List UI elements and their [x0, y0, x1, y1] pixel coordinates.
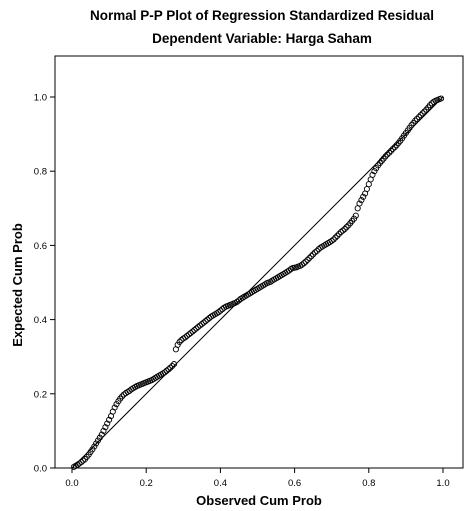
data-point — [196, 322, 204, 329]
data-point — [415, 113, 422, 121]
data-point — [161, 369, 168, 376]
data-point — [200, 319, 207, 326]
data-point — [80, 457, 87, 464]
data-point — [391, 144, 398, 151]
x-tick-label: 0.8 — [362, 478, 375, 489]
data-point — [195, 323, 202, 331]
data-point — [106, 416, 113, 423]
x-tick-label: 1.0 — [436, 478, 449, 489]
data-point — [308, 253, 315, 260]
data-point — [163, 367, 170, 374]
data-point — [176, 338, 183, 345]
data-point — [330, 236, 337, 243]
chart-subtitle: Dependent Variable: Harga Saham — [152, 31, 372, 46]
data-point — [417, 112, 424, 119]
data-point — [182, 334, 189, 341]
y-tick-label: 0.2 — [34, 389, 47, 400]
data-point — [313, 247, 320, 255]
data-point — [193, 325, 200, 332]
data-point — [300, 260, 307, 267]
data-point — [337, 228, 345, 236]
data-point — [202, 318, 209, 325]
data-point — [413, 115, 421, 122]
data-point — [78, 459, 85, 466]
data-point — [104, 420, 111, 427]
data-point — [76, 460, 83, 467]
data-point — [215, 309, 222, 316]
data-point — [191, 326, 198, 334]
y-tick-label: 1.0 — [34, 93, 47, 104]
x-tick-label: 0.2 — [140, 478, 153, 489]
data-point — [185, 331, 192, 338]
data-point — [298, 261, 306, 268]
data-point — [350, 215, 358, 222]
y-axis-label: Expected Cum Prob — [10, 223, 25, 347]
data-point — [100, 427, 107, 434]
reference-line — [71, 96, 444, 469]
data-point — [111, 404, 118, 411]
data-point — [334, 232, 341, 239]
data-point — [352, 212, 359, 219]
y-tick-label: 0.4 — [34, 315, 47, 326]
data-point — [421, 108, 428, 115]
data-point — [93, 440, 100, 447]
data-point — [189, 328, 196, 335]
data-point — [339, 227, 346, 234]
data-point — [169, 362, 176, 370]
data-point — [386, 149, 393, 156]
data-point — [389, 145, 396, 152]
y-tick-label: 0.6 — [34, 241, 47, 252]
data-point — [204, 316, 211, 323]
data-point — [306, 254, 313, 262]
x-tick-label: 0.6 — [288, 478, 301, 489]
reference-line-group — [71, 96, 444, 469]
data-point — [96, 434, 103, 441]
data-point — [328, 237, 335, 244]
data-point — [332, 234, 339, 241]
data-point — [426, 102, 434, 109]
data-point — [310, 251, 317, 258]
data-point — [384, 151, 391, 158]
data-point — [343, 224, 350, 231]
data-point — [360, 193, 367, 200]
y-tick-label: 0.0 — [34, 464, 47, 475]
plot-frame — [54, 55, 464, 469]
data-point — [198, 321, 205, 328]
data-point — [311, 249, 319, 256]
data-point — [167, 364, 174, 371]
data-point — [336, 230, 343, 237]
data-point — [371, 168, 378, 175]
data-point — [419, 110, 426, 117]
data-points-group — [70, 95, 445, 470]
data-point — [187, 329, 194, 337]
data-point — [356, 200, 363, 207]
data-point — [304, 256, 311, 263]
y-tick-label: 0.8 — [34, 167, 47, 178]
x-tick-label: 0.0 — [65, 478, 78, 489]
data-point — [412, 117, 419, 124]
data-point — [102, 424, 109, 431]
data-point — [438, 95, 445, 102]
data-point — [217, 307, 224, 314]
tick-group: 0.0 0.2 0.4 0.6 0.8 1.0 0.0 0.2 0.4 0.6 0.8 1.0 — [34, 93, 450, 490]
data-point — [369, 171, 376, 178]
data-point — [98, 431, 105, 438]
data-point — [183, 332, 191, 339]
data-point — [341, 226, 348, 233]
chart-title: Normal P-P Plot of Regression Standardiz… — [90, 8, 434, 23]
data-point — [170, 361, 178, 368]
data-point — [113, 401, 120, 408]
data-point — [91, 443, 98, 450]
data-point — [119, 393, 126, 400]
data-point — [388, 147, 395, 154]
data-point — [358, 197, 365, 204]
data-point — [165, 366, 172, 373]
x-tick-label: 0.4 — [214, 478, 227, 489]
data-point — [234, 298, 241, 305]
x-axis-label: Observed Cum Prob — [196, 493, 322, 508]
data-point — [302, 258, 309, 265]
data-point — [382, 153, 389, 160]
